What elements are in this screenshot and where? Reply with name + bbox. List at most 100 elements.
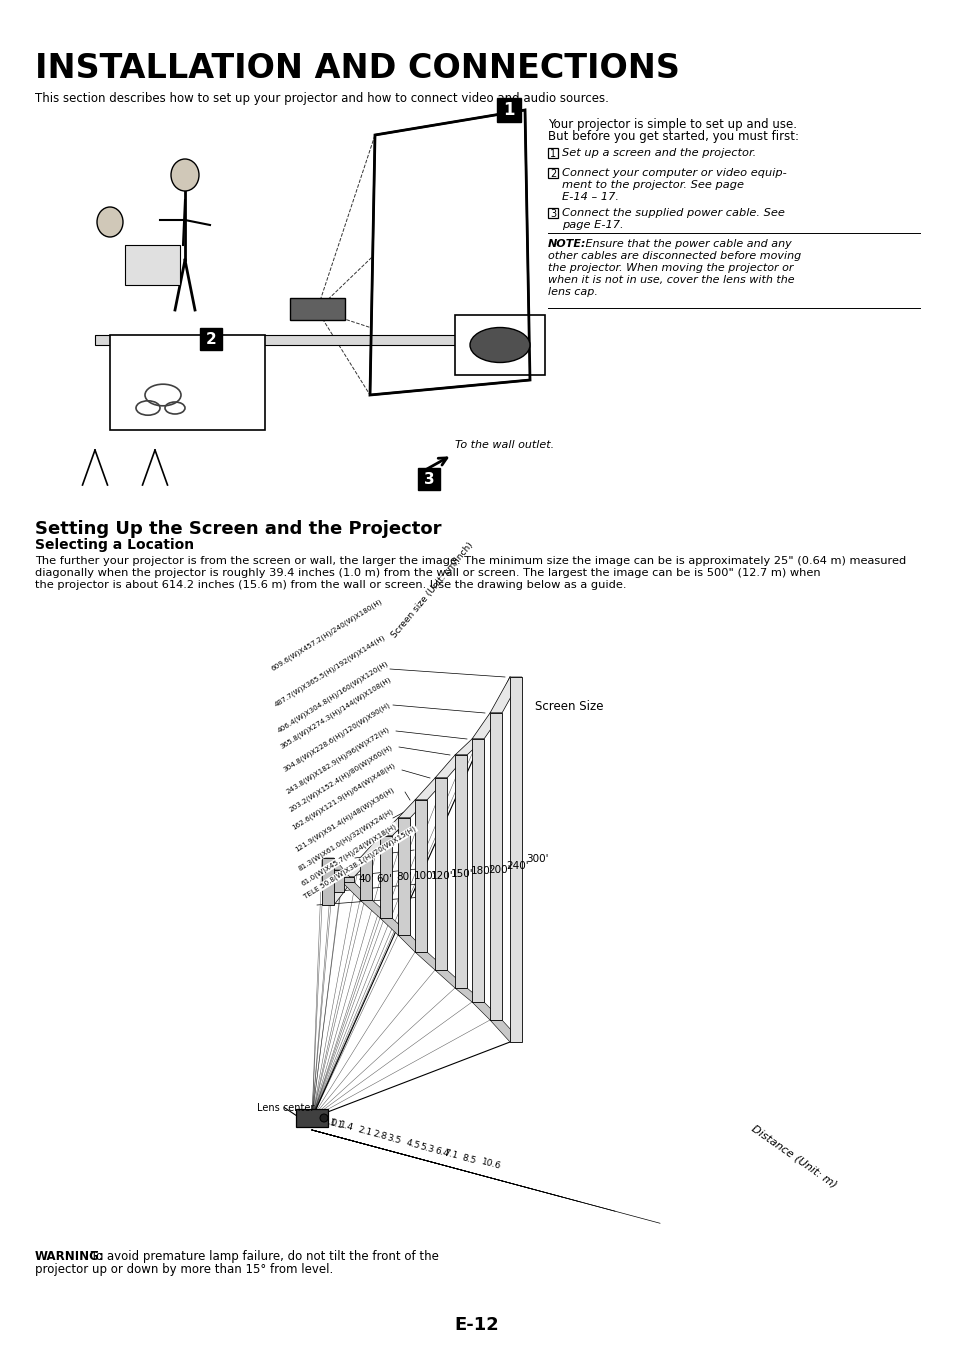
Text: 243.8(W)X182.9(H)/96(W)X72(H): 243.8(W)X182.9(H)/96(W)X72(H) — [285, 725, 390, 795]
Text: 40': 40' — [357, 874, 374, 884]
Text: 80': 80' — [395, 872, 412, 882]
Text: 121.9(W)X91.4(H)/48(W)X36(H): 121.9(W)X91.4(H)/48(W)X36(H) — [294, 786, 395, 853]
Text: 6.4: 6.4 — [434, 1146, 450, 1158]
Text: the projector. When moving the projector or: the projector. When moving the projector… — [547, 263, 793, 274]
Text: 5.3: 5.3 — [418, 1142, 435, 1154]
Ellipse shape — [97, 208, 123, 237]
Polygon shape — [370, 111, 530, 395]
Bar — [341, 878, 354, 882]
Bar — [200, 328, 222, 350]
Polygon shape — [490, 1020, 521, 1042]
Polygon shape — [415, 952, 447, 971]
Text: 2.8: 2.8 — [371, 1130, 387, 1142]
Text: NOTE:: NOTE: — [547, 239, 586, 249]
Text: ment to the projector. See page: ment to the projector. See page — [561, 181, 743, 190]
Text: 150': 150' — [451, 869, 473, 879]
Text: 609.6(W)X457.2(H)/240(W)X180(H): 609.6(W)X457.2(H)/240(W)X180(H) — [270, 599, 383, 673]
Polygon shape — [435, 755, 467, 778]
Bar — [125, 245, 180, 284]
Polygon shape — [379, 918, 410, 936]
Bar — [359, 857, 372, 900]
Text: 1.0: 1.0 — [322, 1116, 338, 1128]
Polygon shape — [359, 900, 392, 918]
Text: Ensure that the power cable and any: Ensure that the power cable and any — [581, 239, 791, 249]
Ellipse shape — [319, 1113, 328, 1122]
Text: E-12: E-12 — [455, 1316, 498, 1335]
Bar — [290, 298, 345, 319]
Text: diagonally when the projector is roughly 39.4 inches (1.0 m) from the wall or sc: diagonally when the projector is roughly… — [35, 568, 820, 578]
Text: 3.5: 3.5 — [385, 1134, 401, 1146]
Text: lens cap.: lens cap. — [547, 287, 598, 297]
Text: Set up a screen and the projector.: Set up a screen and the projector. — [561, 148, 756, 158]
Bar — [472, 739, 483, 1002]
Bar — [322, 857, 334, 905]
Bar — [490, 713, 501, 1020]
Bar — [497, 98, 520, 123]
Text: WARNING:: WARNING: — [35, 1250, 105, 1263]
Text: 1.4: 1.4 — [337, 1120, 354, 1132]
Polygon shape — [341, 857, 372, 878]
Text: Setting Up the Screen and the Projector: Setting Up the Screen and the Projector — [35, 520, 441, 538]
Text: 100': 100' — [414, 871, 436, 882]
Bar — [295, 1109, 328, 1127]
Polygon shape — [415, 778, 447, 799]
Text: 365.8(W)X274.3(H)/144(W)X108(H): 365.8(W)X274.3(H)/144(W)X108(H) — [278, 675, 392, 749]
Text: Lens center: Lens center — [256, 1103, 314, 1113]
Text: 120': 120' — [431, 871, 453, 882]
Bar — [435, 778, 447, 971]
Polygon shape — [490, 677, 521, 713]
Text: projector up or down by more than 15° from level.: projector up or down by more than 15° fr… — [35, 1263, 333, 1277]
Polygon shape — [332, 878, 354, 892]
Text: 81.3(W)X61.0(H)/32(W)X24(H): 81.3(W)X61.0(H)/32(W)X24(H) — [296, 807, 395, 872]
Text: 4.5: 4.5 — [405, 1139, 421, 1151]
Text: 180': 180' — [471, 865, 493, 876]
Text: Screen size (Unit: cm/inch): Screen size (Unit: cm/inch) — [390, 541, 475, 640]
Text: 60': 60' — [375, 874, 392, 884]
Text: To the wall outlet.: To the wall outlet. — [455, 439, 554, 450]
Bar — [110, 336, 265, 430]
Text: 2: 2 — [206, 332, 216, 346]
Polygon shape — [322, 857, 344, 869]
Text: To avoid premature lamp failure, do not tilt the front of the: To avoid premature lamp failure, do not … — [87, 1250, 438, 1263]
Text: page E-17.: page E-17. — [561, 220, 623, 231]
Text: Distance (Unit: m): Distance (Unit: m) — [749, 1123, 839, 1190]
Bar — [332, 869, 344, 892]
Text: 1: 1 — [503, 101, 515, 119]
Text: Connect the supplied power cable. See: Connect the supplied power cable. See — [561, 208, 784, 218]
Text: This section describes how to set up your projector and how to connect video and: This section describes how to set up you… — [35, 92, 608, 105]
Text: Selecting a Location: Selecting a Location — [35, 538, 193, 551]
Text: 8.5: 8.5 — [460, 1153, 476, 1166]
Polygon shape — [472, 713, 501, 739]
Polygon shape — [332, 869, 354, 882]
Text: 3: 3 — [549, 209, 556, 218]
Bar — [547, 148, 558, 158]
Text: other cables are disconnected before moving: other cables are disconnected before mov… — [547, 251, 801, 262]
Bar — [415, 799, 427, 952]
Text: Your projector is simple to set up and use.: Your projector is simple to set up and u… — [547, 119, 796, 131]
Text: 304.8(W)X228.6(H)/120(W)X90(H): 304.8(W)X228.6(H)/120(W)X90(H) — [282, 701, 391, 772]
Ellipse shape — [171, 159, 199, 191]
Text: Connect your computer or video equip-: Connect your computer or video equip- — [561, 168, 786, 178]
Text: 2: 2 — [549, 168, 556, 179]
Text: when it is not in use, cover the lens with the: when it is not in use, cover the lens wi… — [547, 275, 794, 284]
Polygon shape — [379, 818, 410, 836]
Polygon shape — [435, 971, 467, 988]
Bar — [95, 336, 524, 345]
Text: 1: 1 — [549, 150, 556, 159]
Text: 300': 300' — [525, 855, 548, 864]
Text: 3: 3 — [423, 472, 434, 487]
Text: 203.2(W)X152.4(H)/80(W)X60(H): 203.2(W)X152.4(H)/80(W)X60(H) — [288, 744, 393, 813]
Text: 61.0(W)X45.7(H)/24(W)X18(H): 61.0(W)X45.7(H)/24(W)X18(H) — [299, 822, 397, 887]
Polygon shape — [455, 739, 483, 755]
Text: 406.4(W)X304.8(H)/160(W)X120(H): 406.4(W)X304.8(H)/160(W)X120(H) — [275, 661, 389, 735]
Text: The further your projector is from the screen or wall, the larger the image. The: The further your projector is from the s… — [35, 555, 905, 566]
Bar — [547, 168, 558, 178]
Polygon shape — [341, 882, 372, 900]
Polygon shape — [455, 988, 483, 1002]
Bar — [455, 315, 544, 375]
Text: TELE 50.8(W)X38.1(H)/20(W)X15(H): TELE 50.8(W)X38.1(H)/20(W)X15(H) — [303, 825, 417, 900]
Polygon shape — [397, 936, 427, 952]
Text: Screen Size: Screen Size — [535, 700, 603, 713]
Bar — [379, 836, 392, 918]
Polygon shape — [322, 892, 344, 905]
